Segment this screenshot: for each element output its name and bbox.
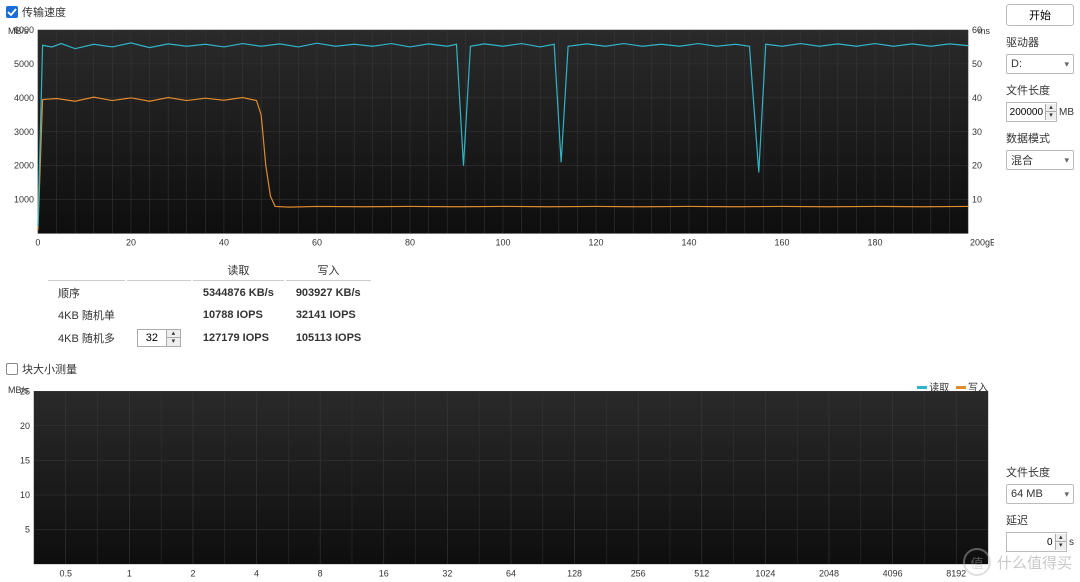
svg-text:50: 50 xyxy=(972,59,982,69)
chart2-legend: 读取 写入 xyxy=(917,379,988,394)
svg-text:5: 5 xyxy=(25,524,30,534)
start-button[interactable]: 开始 xyxy=(1006,4,1074,26)
svg-text:20: 20 xyxy=(972,161,982,171)
svg-text:4000: 4000 xyxy=(14,93,34,103)
svg-text:180: 180 xyxy=(868,238,883,248)
file-length-unit: MB xyxy=(1059,107,1074,118)
svg-text:20: 20 xyxy=(20,420,30,430)
svg-text:40: 40 xyxy=(972,93,982,103)
svg-text:0.5: 0.5 xyxy=(60,568,72,578)
svg-text:80: 80 xyxy=(405,238,415,248)
drive-label: 驱动器 xyxy=(1006,34,1074,50)
svg-text:1000: 1000 xyxy=(14,195,34,205)
file-length-input[interactable]: ▴▾ xyxy=(1006,102,1057,122)
blocksize-label: 块大小测量 xyxy=(22,361,77,377)
file-length-label-2: 文件长度 xyxy=(1006,464,1074,480)
queue-depth-input[interactable]: ▴▾ xyxy=(137,329,181,347)
svg-text:100: 100 xyxy=(496,238,511,248)
svg-text:200gB: 200gB xyxy=(970,238,994,248)
svg-text:1024: 1024 xyxy=(755,568,775,578)
svg-text:10: 10 xyxy=(20,489,30,499)
transfer-speed-checkbox-row: 传输速度 xyxy=(6,2,994,22)
file-length-select-2[interactable]: 64 MB▾ xyxy=(1006,484,1074,504)
svg-text:4096: 4096 xyxy=(883,568,903,578)
blocksize-chart: 读取 写入 5101520250.51248163264128256512102… xyxy=(6,379,994,582)
svg-text:2000: 2000 xyxy=(14,161,34,171)
result-row-label: 顺序 xyxy=(48,283,125,303)
svg-text:5000: 5000 xyxy=(14,59,34,69)
svg-text:16: 16 xyxy=(379,568,389,578)
result-row-label: 4KB 随机单 xyxy=(48,305,125,325)
blocksize-checkbox-row: 块大小测量 xyxy=(6,359,994,379)
watermark: 值 什么值得买 xyxy=(963,548,1072,576)
svg-text:4: 4 xyxy=(254,568,259,578)
blocksize-checkbox[interactable] xyxy=(6,363,18,375)
data-mode-select[interactable]: 混合▾ xyxy=(1006,150,1074,170)
svg-text:256: 256 xyxy=(631,568,646,578)
svg-text:128: 128 xyxy=(567,568,582,578)
file-length-label: 文件长度 xyxy=(1006,82,1074,98)
svg-text:2: 2 xyxy=(190,568,195,578)
results-table: 读取 写入 顺序 5344876 KB/s 903927 KB/s 4KB 随机… xyxy=(6,252,994,357)
svg-text:40: 40 xyxy=(219,238,229,248)
svg-text:MB/s: MB/s xyxy=(8,385,29,395)
svg-text:30: 30 xyxy=(972,127,982,137)
delay-unit: s xyxy=(1069,537,1074,548)
transfer-chart: 1000200030004000500060001020304050600204… xyxy=(6,22,994,252)
svg-text:140: 140 xyxy=(682,238,697,248)
svg-text:32: 32 xyxy=(442,568,452,578)
svg-text:ms: ms xyxy=(978,26,990,36)
svg-text:8: 8 xyxy=(318,568,323,578)
svg-text:3000: 3000 xyxy=(14,127,34,137)
svg-text:15: 15 xyxy=(20,455,30,465)
sidebar-top: 开始 驱动器 D:▾ 文件长度 ▴▾ MB 数据模式 混合▾ xyxy=(1000,0,1080,357)
svg-text:512: 512 xyxy=(694,568,709,578)
svg-text:160: 160 xyxy=(775,238,790,248)
svg-text:20: 20 xyxy=(126,238,136,248)
svg-text:2048: 2048 xyxy=(819,568,839,578)
svg-text:MB/s: MB/s xyxy=(8,26,29,36)
result-row-label: 4KB 随机多 xyxy=(48,327,125,349)
drive-select[interactable]: D:▾ xyxy=(1006,54,1074,74)
transfer-speed-checkbox[interactable] xyxy=(6,6,18,18)
svg-text:60: 60 xyxy=(312,238,322,248)
svg-text:10: 10 xyxy=(972,195,982,205)
svg-text:64: 64 xyxy=(506,568,516,578)
data-mode-label: 数据模式 xyxy=(1006,130,1074,146)
svg-text:1: 1 xyxy=(127,568,132,578)
svg-text:120: 120 xyxy=(589,238,604,248)
delay-label: 延迟 xyxy=(1006,512,1074,528)
svg-text:0: 0 xyxy=(35,238,40,248)
transfer-speed-label: 传输速度 xyxy=(22,4,66,20)
